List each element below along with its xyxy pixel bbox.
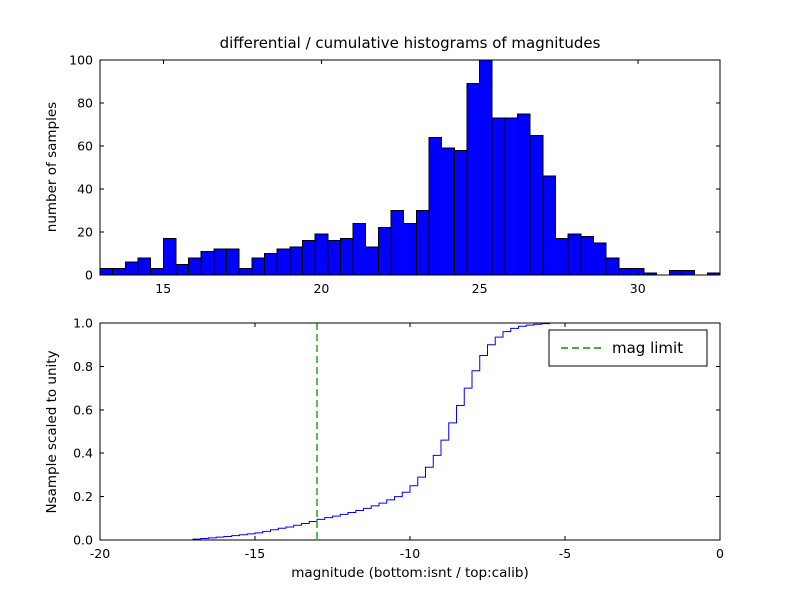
histogram-bar — [352, 222, 367, 276]
histogram-bar — [415, 210, 430, 276]
histogram-bar — [213, 248, 228, 276]
histogram-bar — [238, 268, 253, 276]
histogram-bar — [365, 246, 379, 276]
top-axes-frame — [99, 59, 721, 276]
histogram-bar — [668, 270, 683, 276]
bottom-axes-ytick-label: 1.0 — [73, 316, 93, 331]
histogram-bar — [592, 242, 607, 276]
bottom-axes-ytick-label: 0.8 — [73, 359, 93, 374]
bottom-ylabel: Nsample scaled to unity — [44, 350, 60, 513]
bottom-axes-frame — [99, 322, 721, 541]
histogram-bar — [150, 268, 164, 276]
histogram-bar — [390, 210, 405, 276]
top-axes-ytick-label: 60 — [77, 139, 93, 154]
top-axes-ytick-label: 80 — [77, 96, 93, 111]
histogram-bar — [289, 246, 303, 276]
top-axes-ytick-label: 0 — [85, 268, 93, 283]
histogram-bar — [251, 257, 265, 276]
histogram-bar — [175, 263, 190, 276]
histogram-bar — [479, 59, 493, 276]
bottom-axes-ytick-label: 0.0 — [73, 533, 93, 548]
bottom-axes-xtick-label: -5 — [559, 546, 571, 561]
histogram-bar — [99, 268, 114, 276]
histogram-bar — [314, 233, 329, 276]
histogram-bar — [276, 248, 291, 276]
histogram-bar — [491, 117, 506, 276]
cumulative-step-line — [100, 322, 720, 541]
histogram-bar — [226, 248, 240, 276]
histogram-bar — [124, 261, 139, 276]
top-ylabel: number of samples — [44, 102, 60, 232]
bottom-axes-xtick-label: 0 — [716, 546, 724, 561]
top-axes-xtick-label: 15 — [155, 281, 171, 296]
top-axes-ytick-label: 40 — [77, 182, 93, 197]
bottom-axes-ytick-label: 0.2 — [73, 489, 93, 504]
bottom-axes-ytick-label: 0.4 — [73, 446, 93, 461]
histogram-bar — [162, 237, 177, 276]
histogram-bar — [567, 233, 582, 276]
histogram-bar — [301, 240, 316, 276]
bottom-axes-xtick-label: -10 — [400, 546, 420, 561]
top-axes-ytick-label: 20 — [77, 225, 93, 240]
histogram-bar — [555, 237, 569, 276]
histogram-bar — [200, 250, 215, 276]
histogram-bar — [428, 136, 443, 276]
histogram-bar — [580, 235, 594, 276]
chart-geometry: 15 20 25 30 0 20 40 60 80 100 -20 -15 -10 -5 0 0.0 0.2 0.… — [69, 53, 724, 562]
histogram-bar — [529, 134, 544, 276]
histogram-bar — [263, 253, 278, 276]
figure-title: differential / cumulative histograms of … — [220, 34, 601, 52]
histogram-bar — [112, 268, 126, 276]
histogram-bar — [339, 237, 354, 276]
histogram-bar — [517, 113, 531, 276]
bottom-xlabel: magnitude (bottom:isnt / top:calib) — [291, 565, 528, 581]
bottom-axes-ytick-label: 0.6 — [73, 402, 93, 417]
top-axes-xtick-label: 25 — [472, 281, 488, 296]
top-axes-xtick-label: 30 — [630, 281, 646, 296]
histogram-bar — [542, 175, 557, 276]
top-axes-xtick-label: 20 — [313, 281, 329, 296]
histogram-bar — [137, 257, 152, 276]
top-axes-ytick-label: 100 — [69, 53, 93, 68]
bottom-axes-xtick-label: -15 — [245, 546, 265, 561]
legend: mag limit — [548, 329, 708, 367]
histogram-bar — [188, 257, 202, 276]
bottom-axes-xtick-label: -20 — [90, 546, 110, 561]
histogram-bar — [403, 222, 417, 276]
histogram-bar — [441, 147, 455, 276]
histogram-bar — [681, 270, 696, 276]
histogram-bar — [453, 149, 468, 276]
histogram-bar — [466, 83, 481, 276]
legend-label: mag limit — [612, 339, 683, 357]
histogram-bar — [618, 268, 632, 276]
histogram-bar — [504, 117, 519, 276]
histogram-bar — [605, 257, 620, 276]
histogram-bar — [377, 227, 392, 276]
histogram-bar — [327, 240, 341, 276]
